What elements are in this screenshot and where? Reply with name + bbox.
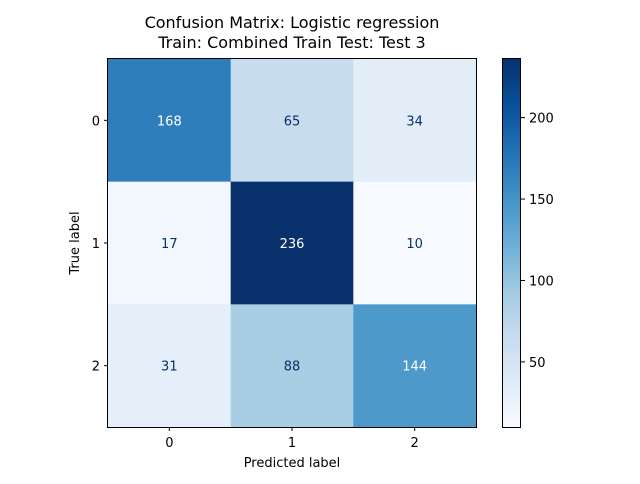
colorbar (502, 58, 521, 428)
heatmap-cell (230, 304, 354, 428)
cell-value-label: 168 (157, 114, 182, 129)
chart-title: Confusion Matrix: Logistic regression (145, 13, 440, 32)
cell-value-label: 65 (284, 114, 301, 129)
y-axis-ticks: 0 1 2 (92, 114, 108, 375)
x-tick-label: 0 (165, 436, 173, 451)
cell-value-label: 17 (161, 237, 178, 252)
x-axis-label: Predicted label (244, 456, 341, 471)
heatmap-cell (230, 59, 354, 183)
x-axis-ticks: 0 1 2 (165, 427, 419, 451)
heatmap-cell (108, 304, 232, 428)
cell-value-label: 10 (406, 237, 423, 252)
y-tick-label: 2 (92, 360, 100, 375)
cell-value-label: 144 (402, 360, 427, 375)
heatmap-cells (108, 59, 477, 428)
cell-value-label: 31 (161, 360, 178, 375)
colorbar-tick-label: 100 (529, 274, 554, 289)
heatmap-cell (353, 181, 477, 305)
heatmap-cell (353, 304, 477, 428)
colorbar-tick-label: 200 (529, 112, 554, 127)
heatmap-cell-labels: 168 65 34 17 236 10 31 88 144 (157, 114, 427, 374)
x-tick-label: 1 (288, 436, 296, 451)
y-axis-label: True label (68, 211, 83, 275)
y-tick-label: 1 (92, 237, 100, 252)
heatmap-cell (230, 181, 354, 305)
cell-value-label: 88 (284, 360, 301, 375)
heatmap-cell (108, 181, 232, 305)
cell-value-label: 236 (280, 237, 305, 252)
colorbar-ticks: 50 100 150 200 (521, 112, 554, 371)
heatmap-cell (353, 59, 477, 183)
heatmap-cell (108, 59, 232, 183)
colorbar-tick-label: 50 (529, 356, 546, 371)
cell-value-label: 34 (406, 114, 423, 129)
x-tick-label: 2 (411, 436, 419, 451)
chart-subtitle: Train: Combined Train Test: Test 3 (157, 33, 425, 52)
y-tick-label: 0 (92, 114, 100, 129)
colorbar-tick-label: 150 (529, 193, 554, 208)
